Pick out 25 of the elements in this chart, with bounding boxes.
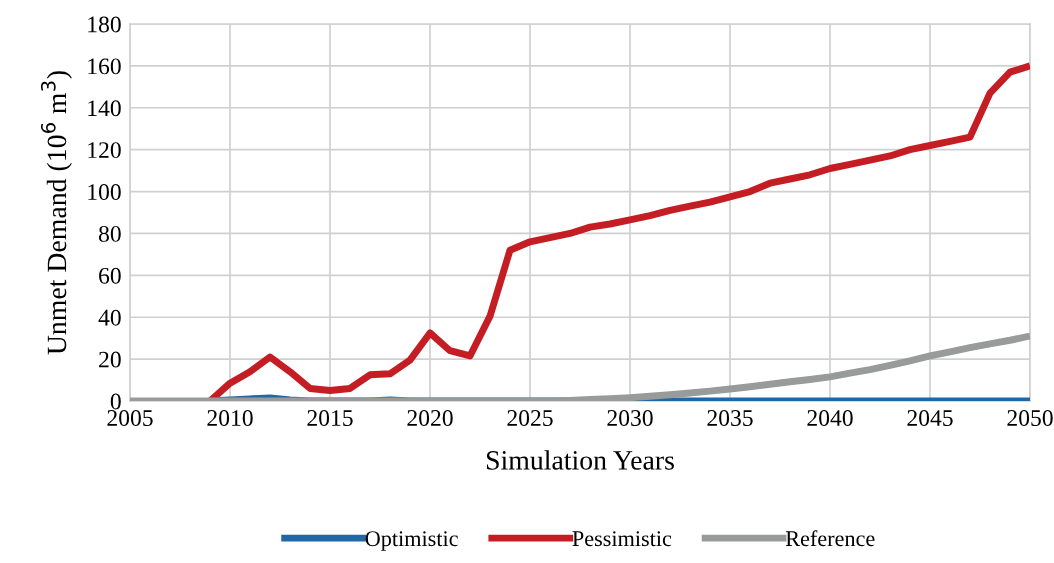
y-tick-label: 120: [88, 142, 121, 159]
x-tick-label: 2050: [1007, 410, 1053, 426]
x-tick-label: 2010: [207, 410, 253, 426]
x-tick-label: 2045: [907, 410, 953, 426]
y-tick-label: 160: [88, 58, 121, 75]
x-tick-label: 2015: [307, 410, 353, 426]
x-tick-label: 2035: [707, 410, 753, 426]
x-axis-title: Simulation Years: [486, 450, 674, 470]
x-tick-label: 2005: [107, 410, 153, 426]
x-tick-label: 2025: [507, 410, 553, 426]
y-tick-label: 60: [99, 267, 121, 284]
y-axis-title: Unmet Demand (10$^{6}$ m$^{3}$): [40, 71, 72, 355]
legend-label: Optimistic: [365, 531, 458, 551]
legend-label: Pessimistic: [572, 531, 672, 547]
y-tick-label: 80: [98, 225, 121, 242]
legend-label: Reference: [785, 530, 875, 547]
y-tick-label: 140: [88, 100, 121, 117]
y-tick-label: 180: [88, 16, 121, 33]
y-tick-label: 40: [98, 309, 121, 326]
x-tick-label: 2020: [407, 410, 453, 426]
x-tick-label: 2030: [607, 410, 653, 426]
y-tick-label: 0: [110, 393, 121, 410]
x-tick-label: 2040: [807, 410, 853, 426]
y-tick-label: 100: [88, 184, 121, 200]
y-tick-label: 20: [99, 351, 121, 368]
